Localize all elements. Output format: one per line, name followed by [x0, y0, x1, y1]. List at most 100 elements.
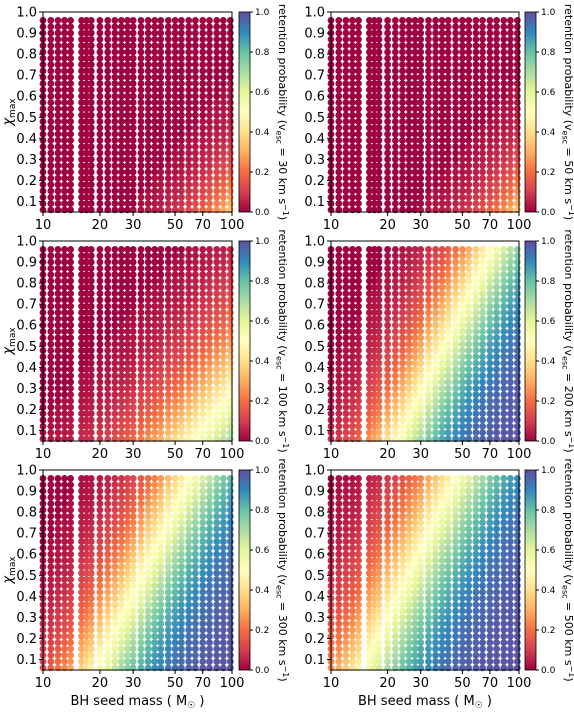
data-point — [54, 429, 62, 436]
data-point — [370, 550, 378, 558]
data-point — [375, 550, 383, 558]
data-point — [78, 80, 85, 87]
data-point — [54, 410, 62, 418]
data-point — [67, 168, 75, 176]
data-point — [342, 487, 350, 495]
data-point — [206, 340, 213, 348]
data-point — [96, 410, 104, 418]
data-point — [459, 403, 466, 411]
data-point — [171, 174, 179, 182]
data-point — [370, 607, 378, 615]
data-point — [54, 525, 62, 533]
data-point — [178, 372, 185, 380]
data-point — [54, 271, 62, 279]
data-point — [219, 200, 227, 207]
data-point — [465, 80, 473, 87]
data-point — [67, 538, 75, 545]
data-point — [335, 595, 343, 602]
data-point — [444, 334, 452, 342]
data-point — [507, 42, 514, 50]
data-point — [405, 416, 413, 424]
data-point — [78, 410, 85, 418]
data-point — [349, 35, 356, 43]
data-point — [96, 639, 104, 647]
data-point — [335, 519, 343, 527]
data-point — [391, 645, 399, 653]
data-point — [384, 302, 391, 310]
data-point — [54, 193, 62, 201]
data-point — [342, 372, 350, 380]
data-point — [226, 576, 234, 583]
data-point — [83, 569, 90, 577]
data-point — [465, 347, 473, 354]
data-point — [61, 80, 68, 87]
data-point — [164, 155, 172, 163]
data-point — [472, 252, 480, 260]
data-point — [365, 309, 373, 316]
data-point — [144, 372, 152, 380]
data-point — [78, 519, 85, 527]
y-tick-label: 0.5 — [304, 340, 325, 355]
data-point — [349, 416, 356, 424]
data-point — [438, 328, 446, 335]
data-point — [507, 80, 514, 87]
data-point — [171, 80, 179, 87]
data-point — [178, 512, 185, 520]
data-point — [129, 35, 137, 43]
data-point — [111, 525, 119, 533]
data-point — [213, 277, 221, 285]
data-point — [513, 29, 521, 37]
data-point — [226, 271, 234, 279]
data-point — [111, 632, 119, 640]
data-point — [405, 651, 413, 659]
y-tick-label: 0.2 — [304, 174, 325, 189]
data-point — [335, 359, 343, 367]
data-point — [191, 155, 199, 163]
data-point — [87, 200, 95, 207]
data-point — [83, 181, 90, 189]
data-point — [111, 174, 119, 182]
data-point — [129, 252, 137, 260]
x-tick-label: 50 — [454, 447, 471, 462]
data-point — [335, 576, 343, 583]
data-point — [399, 340, 406, 348]
data-point — [342, 193, 350, 201]
data-point — [342, 315, 350, 323]
data-point — [459, 86, 466, 94]
data-point — [67, 416, 75, 424]
data-point — [355, 246, 362, 253]
data-point — [164, 658, 172, 665]
data-point — [349, 143, 356, 151]
data-point — [47, 200, 55, 207]
data-point — [144, 321, 152, 329]
data-point — [54, 73, 62, 81]
data-point — [54, 607, 62, 615]
data-point — [54, 475, 62, 482]
data-point — [391, 340, 399, 348]
data-point — [206, 315, 213, 323]
data-point — [479, 340, 486, 348]
data-point — [213, 168, 221, 176]
data-point — [486, 124, 494, 132]
data-point — [144, 118, 152, 125]
data-point — [83, 416, 90, 424]
data-point — [438, 181, 446, 189]
data-point — [137, 531, 145, 539]
data-point — [465, 143, 473, 151]
data-point — [191, 519, 199, 527]
data-point — [493, 264, 500, 272]
data-point — [129, 582, 137, 590]
data-point — [417, 258, 425, 266]
data-point — [83, 475, 90, 482]
data-point — [185, 61, 193, 69]
data-point — [411, 73, 419, 81]
data-point — [157, 626, 165, 634]
data-point — [226, 601, 234, 609]
data-point — [342, 187, 350, 195]
data-point — [144, 181, 152, 189]
data-point — [151, 645, 159, 653]
data-point — [185, 500, 193, 508]
data-point — [493, 181, 500, 189]
data-point — [335, 601, 343, 609]
data-point — [411, 576, 419, 583]
